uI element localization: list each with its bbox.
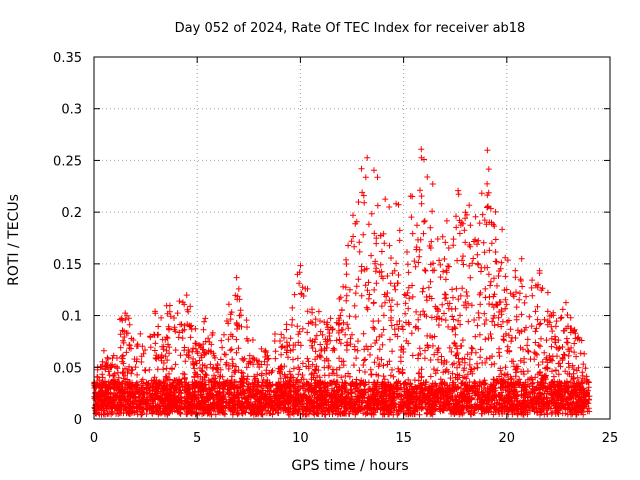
data-points [91, 146, 593, 418]
y-axis-label: ROTI / TECUs [6, 194, 22, 286]
y-tick-label: 0.25 [53, 154, 82, 169]
axis-ticks: 0 5 10 15 20 25 0 0.05 0.1 0.15 0.2 0.25 0.3 0.35 [53, 51, 618, 446]
x-tick-label: 25 [602, 431, 619, 446]
y-tick-label: 0.15 [53, 258, 82, 273]
plot-frame [93, 56, 611, 420]
y-tick-label: 0.3 [61, 103, 82, 118]
x-tick-label: 10 [292, 431, 309, 446]
x-tick-label: 5 [193, 431, 201, 446]
x-tick-label: 0 [90, 431, 98, 446]
roti-point-marks [91, 146, 593, 418]
y-tick-label: 0.1 [61, 310, 82, 325]
x-axis-label: GPS time / hours [291, 458, 408, 474]
x-tick-label: 20 [499, 431, 516, 446]
y-tick-label: 0.2 [61, 206, 82, 221]
y-tick-label: 0.35 [53, 51, 82, 66]
x-tick-label: 15 [395, 431, 412, 446]
grid-lines [94, 57, 610, 419]
y-tick-label: 0 [74, 413, 82, 428]
chart-title: Day 052 of 2024, Rate Of TEC Index for r… [175, 21, 526, 36]
y-tick-label: 0.05 [53, 361, 82, 376]
